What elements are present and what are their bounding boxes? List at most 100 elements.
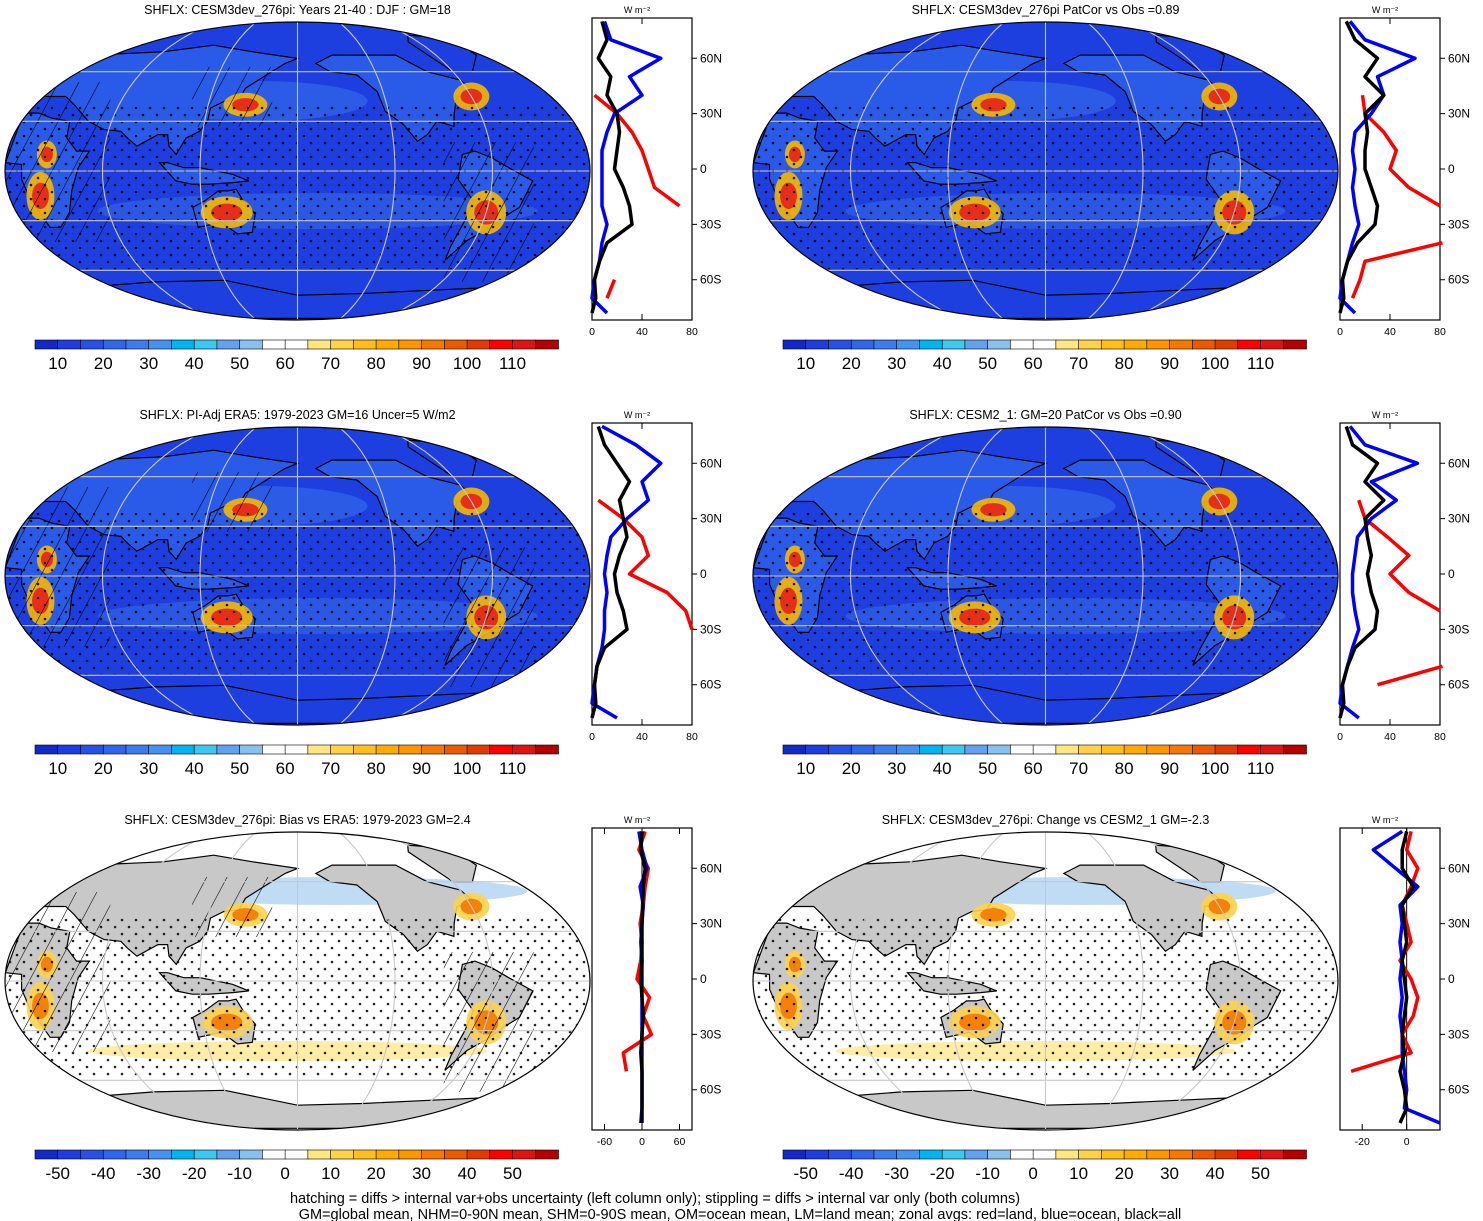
graticule-meridian bbox=[1086, 22, 1144, 320]
colorbar-label: 30 bbox=[887, 354, 906, 373]
colorbar-swatch bbox=[466, 1149, 491, 1160]
panel-3: SHFLX: PI-Adj ERA5: 1979-2023 GM=16 Unce… bbox=[4, 408, 722, 778]
colorbar: 10 20 30 40 50 60 70 80 90 100 110 bbox=[782, 339, 1307, 373]
colorbar-swatch bbox=[941, 744, 966, 755]
colorbar: -50 -40 -30 -20 -10 0 10 20 30 40 50 bbox=[34, 1149, 559, 1183]
hatch-overlay bbox=[5, 487, 111, 647]
colorbar-swatch bbox=[1078, 339, 1103, 350]
hatch-overlay bbox=[5, 892, 111, 1052]
x-tick-label: 40 bbox=[636, 326, 648, 338]
x-tick-label: 40 bbox=[636, 731, 648, 743]
graticule bbox=[753, 832, 1338, 1130]
colorbar-swatch bbox=[148, 744, 173, 755]
colorbar-label: 60 bbox=[1024, 759, 1043, 778]
hatch-overlay bbox=[192, 877, 273, 937]
colorbar-label: 50 bbox=[230, 759, 249, 778]
colorbar-swatch bbox=[1169, 744, 1194, 755]
graticule-meridian bbox=[101, 427, 216, 725]
colorbar-swatch bbox=[262, 744, 286, 755]
zonal-mean-plot: W m⁻² 60N 30N 0 30S 60S -20 0 bbox=[1339, 815, 1470, 1148]
colorbar-swatch bbox=[466, 339, 491, 350]
colorbar-swatch bbox=[444, 339, 468, 350]
colorbar-swatch bbox=[216, 1149, 241, 1160]
colorbar-swatch bbox=[828, 339, 853, 350]
lat-tick-label: 0 bbox=[700, 567, 707, 581]
colorbar-label: 10 bbox=[48, 354, 67, 373]
colorbar-swatch bbox=[171, 339, 195, 350]
colorbar-swatch bbox=[896, 744, 921, 755]
colorbar-swatch bbox=[1032, 1149, 1057, 1160]
lat-tick-label: 0 bbox=[1448, 567, 1455, 581]
lat-tick-label: 30N bbox=[1448, 917, 1470, 931]
lat-tick-label: 60S bbox=[700, 273, 721, 287]
lat-tick-label: 30N bbox=[700, 512, 722, 526]
zonal-mean-plot: W m⁻² 60N 30N 0 30S 60S 0 40 80 bbox=[589, 5, 722, 338]
colorbar-swatch bbox=[1032, 339, 1057, 350]
map-body bbox=[5, 427, 590, 725]
colorbar-swatch bbox=[987, 744, 1012, 755]
panel-6: SHFLX: CESM3dev_276pi: Change vs CESM2_1… bbox=[752, 813, 1470, 1183]
colorbar-swatch bbox=[873, 339, 898, 350]
graticule bbox=[5, 427, 590, 725]
lat-tick-label: 60N bbox=[1448, 51, 1470, 65]
colorbar-swatch bbox=[102, 339, 127, 350]
lat-tick-label: 60N bbox=[700, 51, 722, 65]
colorbar-swatch bbox=[148, 339, 173, 350]
colorbar-swatch bbox=[1214, 744, 1239, 755]
colorbar-swatch bbox=[805, 1149, 830, 1160]
colorbar-label: 80 bbox=[1115, 759, 1134, 778]
colorbar-label: 70 bbox=[1069, 759, 1088, 778]
colorbar-swatch bbox=[964, 1149, 989, 1160]
colorbar-swatch bbox=[512, 1149, 537, 1160]
graticule-meridian bbox=[199, 427, 257, 725]
colorbar-swatch bbox=[444, 744, 468, 755]
colorbar-swatch bbox=[125, 339, 150, 350]
colorbar-swatch bbox=[34, 1149, 59, 1160]
zonal-mean-plot: W m⁻² 60N 30N 0 30S 60S 0 40 80 bbox=[1337, 5, 1470, 338]
colorbar-label: 70 bbox=[321, 759, 340, 778]
colorbar: 10 20 30 40 50 60 70 80 90 100 110 bbox=[34, 744, 559, 778]
colorbar-swatch bbox=[919, 744, 943, 755]
colorbar-swatch bbox=[262, 339, 286, 350]
graticule bbox=[753, 427, 1338, 725]
colorbar-label: 80 bbox=[367, 354, 386, 373]
map-border bbox=[4, 831, 591, 1131]
graticule-meridian bbox=[379, 22, 494, 320]
colorbar-swatch bbox=[57, 1149, 82, 1160]
hatch-overlay bbox=[443, 142, 534, 282]
colorbar-label: -20 bbox=[930, 1164, 955, 1183]
zonal-line-all bbox=[1398, 830, 1416, 1124]
colorbar-label: 50 bbox=[978, 354, 997, 373]
colorbar-swatch bbox=[782, 744, 807, 755]
colorbar-swatch bbox=[1282, 744, 1307, 755]
colorbar-swatch bbox=[398, 1149, 423, 1160]
colorbar-swatch bbox=[466, 744, 491, 755]
x-tick-label: 0 bbox=[1337, 326, 1343, 338]
colorbar-swatch bbox=[34, 339, 59, 350]
panel-title: SHFLX: CESM3dev_276pi: Bias vs ERA5: 197… bbox=[124, 813, 470, 827]
colorbar-label: 110 bbox=[1247, 354, 1274, 373]
colorbar-swatch bbox=[1123, 744, 1148, 755]
lat-tick-label: 0 bbox=[700, 972, 707, 986]
colorbar-swatch bbox=[1260, 339, 1285, 350]
x-tick-label: 0 bbox=[589, 326, 595, 338]
graticule-meridian bbox=[338, 427, 396, 725]
colorbar-label: 40 bbox=[185, 759, 204, 778]
colorbar-swatch bbox=[964, 744, 989, 755]
colorbar-swatch bbox=[850, 1149, 875, 1160]
colorbar-swatch bbox=[353, 339, 377, 350]
colorbar-swatch bbox=[148, 1149, 173, 1160]
colorbar-label: -20 bbox=[182, 1164, 207, 1183]
x-tick-label: -20 bbox=[1355, 1136, 1370, 1148]
graticule-meridian bbox=[947, 427, 1005, 725]
colorbar-swatch bbox=[1260, 1149, 1285, 1160]
colorbar-swatch bbox=[1146, 1149, 1171, 1160]
graticule-meridian bbox=[1127, 832, 1242, 1130]
colorbar-swatch bbox=[284, 339, 309, 350]
colorbar-label: 90 bbox=[1160, 354, 1179, 373]
colorbar-swatch bbox=[873, 744, 898, 755]
panel-5: SHFLX: CESM3dev_276pi: Bias vs ERA5: 197… bbox=[4, 813, 722, 1183]
colorbar-label: -50 bbox=[793, 1164, 818, 1183]
zonal-line-all bbox=[1338, 20, 1386, 314]
colorbar-swatch bbox=[1214, 339, 1239, 350]
